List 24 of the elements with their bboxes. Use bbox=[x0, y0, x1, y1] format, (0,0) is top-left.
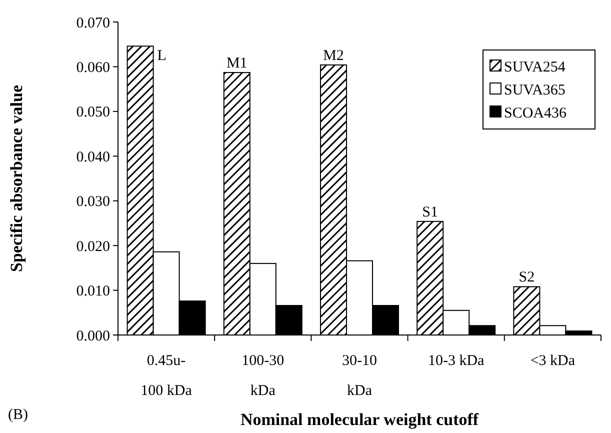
y-axis-title: Specific absorbance value bbox=[7, 84, 26, 272]
y-tick-label: 0.020 bbox=[76, 238, 110, 255]
annotation: S2 bbox=[518, 270, 535, 286]
y-tick-label: 0.030 bbox=[76, 194, 110, 210]
y-tick-label: 0.070 bbox=[76, 15, 110, 32]
x-tick-label: 0.45u- 100 kDa bbox=[140, 353, 192, 399]
y-tick-label: 0.040 bbox=[76, 149, 110, 166]
annotation: M2 bbox=[323, 48, 344, 64]
x-tick-label: <3 kDa bbox=[530, 353, 576, 369]
x-tick-label: 100-30 kDa bbox=[242, 353, 284, 399]
y-tick-label: 0.050 bbox=[76, 104, 110, 121]
legend-label: SUVA254 bbox=[504, 59, 566, 76]
annotation: M1 bbox=[226, 56, 248, 72]
text: (B) bbox=[8, 407, 28, 423]
y-tick-label: 0.010 bbox=[76, 284, 110, 300]
legend-label: SCOA436 bbox=[504, 105, 568, 122]
x-axis-title: Nominal molecular weight cutoff bbox=[240, 410, 479, 429]
y-tick-label: 0.000 bbox=[76, 328, 110, 344]
y-tick-label: 0.060 bbox=[76, 60, 110, 76]
annotation: L bbox=[157, 48, 166, 64]
legend-label: SUVA365 bbox=[504, 82, 566, 98]
annotation: S1 bbox=[422, 204, 438, 220]
x-tick-label: 30-10 kDa bbox=[342, 353, 377, 399]
x-tick-label: 10-3 kDa bbox=[428, 353, 485, 369]
